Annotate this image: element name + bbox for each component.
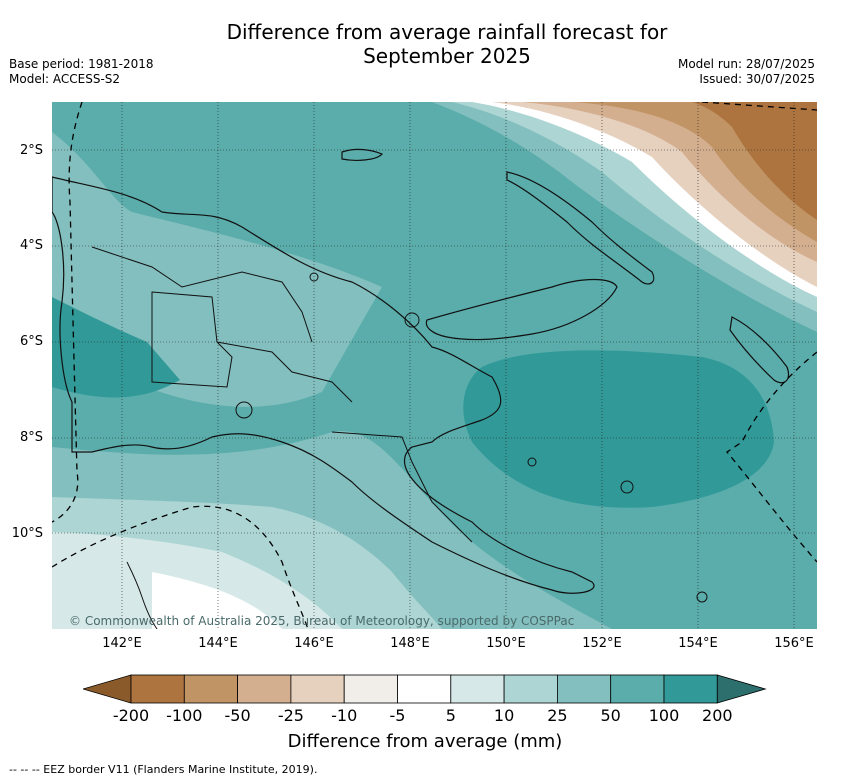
colorbar-cell [450, 674, 505, 704]
colorbar-tick-label: 10 [493, 706, 515, 725]
colorbar-tick-label: -100 [166, 706, 203, 725]
bougainville-coast [729, 316, 790, 384]
lon-label-156e: 156°E [774, 636, 814, 651]
colorbar-cell [397, 674, 452, 704]
colorbar-extension-high [716, 674, 767, 704]
meta-left: Base period: 1981-2018 Model: ACCESS-S2 [9, 57, 154, 87]
lon-label-148e: 148°E [390, 636, 430, 651]
model-name: Model: ACCESS-S2 [9, 72, 121, 86]
colorbar-tick-label: -5 [389, 706, 406, 725]
colorbar-cell [237, 674, 292, 704]
title-line-2: September 2025 [363, 44, 531, 68]
band-50-100-west [52, 297, 180, 398]
colorbar-tick-label: -25 [277, 706, 304, 725]
colorbar-cell [343, 674, 398, 704]
colorbar-cell [130, 674, 185, 704]
small-islands [235, 272, 708, 603]
colorbar-tick-label: 25 [547, 706, 568, 725]
lon-label-152e: 152°E [582, 636, 622, 651]
band-50-100-east [463, 350, 774, 508]
colorbar-tick-label: 50 [600, 706, 621, 725]
colorbar-cell [610, 674, 665, 704]
eez-footnote: -- -- -- EEZ border V11 (Flanders Marine… [9, 763, 318, 776]
colorbar-cell [183, 674, 239, 704]
lon-label-144e: 144°E [198, 636, 238, 651]
province-border-1 [151, 291, 233, 388]
band-neutral-south [52, 532, 342, 629]
cape-york-coast [126, 561, 158, 629]
new-britain-coast [425, 278, 618, 341]
island-e [696, 591, 708, 603]
lon-label-142e: 142°E [102, 636, 142, 651]
eez-border [52, 102, 817, 629]
map-title: Difference from average rainfall forecas… [0, 20, 850, 68]
lat-label-2s: 2°S [19, 143, 43, 158]
lat-label-4s: 4°S [19, 238, 43, 253]
new-guinea-coast [52, 176, 595, 594]
colorbar-cell [290, 674, 345, 704]
lon-label-150e: 150°E [486, 636, 526, 651]
colorbar-label: Difference from average (mm) [287, 731, 563, 752]
rainfall-map [52, 102, 817, 629]
colorbar-cell [663, 674, 718, 704]
colorbar-extension-low [83, 674, 132, 704]
island-f [235, 401, 253, 419]
lon-label-154e: 154°E [678, 636, 718, 651]
colorbar-tick-label: 100 [648, 706, 680, 725]
lat-label-10s: 10°S [11, 526, 43, 541]
colorbar-tick-label: -200 [112, 706, 150, 725]
island-b [527, 457, 537, 467]
colorbar-tick-label: 200 [702, 706, 733, 725]
island-c [404, 312, 420, 328]
lat-label-8s: 8°S [19, 430, 43, 445]
province-border-4 [331, 431, 473, 543]
issued-date: Issued: 30/07/2025 [699, 72, 815, 86]
colorbar [83, 674, 767, 704]
colorbar-tick-label: 5 [445, 706, 456, 725]
new-ireland-coast [506, 171, 655, 285]
copyright-notice: © Commonwealth of Australia 2025, Bureau… [69, 614, 575, 628]
province-border-3 [91, 246, 313, 343]
graticule [52, 102, 817, 629]
title-line-1: Difference from average rainfall forecas… [226, 20, 668, 44]
island-a [620, 480, 634, 494]
colorbar-cell [556, 674, 612, 704]
colorbar-cells [83, 674, 767, 704]
lon-label-146e: 146°E [294, 636, 334, 651]
band-white-south [152, 572, 282, 629]
province-border-2 [216, 341, 353, 403]
meta-right: Model run: 28/07/2025 Issued: 30/07/2025 [678, 57, 815, 87]
colorbar-tick-label: -10 [331, 706, 358, 725]
lat-label-6s: 6°S [19, 334, 43, 349]
colorbar-cell [503, 674, 558, 704]
manus-island [341, 148, 383, 161]
band-minus100-ne [692, 102, 817, 220]
colorbar-tick-label: -50 [224, 706, 251, 725]
base-period: Base period: 1981-2018 [9, 57, 154, 71]
model-run: Model run: 28/07/2025 [677, 57, 815, 71]
